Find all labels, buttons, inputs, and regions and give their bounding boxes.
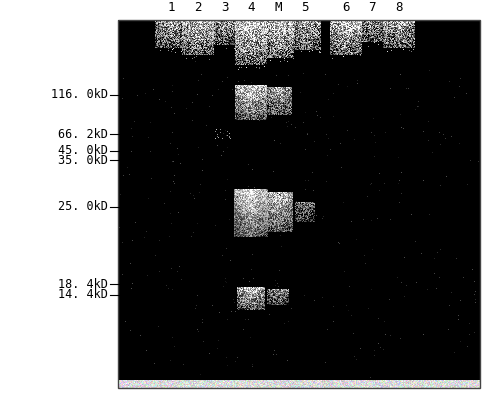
Text: 3: 3: [221, 1, 229, 14]
Text: 1: 1: [167, 1, 175, 14]
Text: 35. 0kD: 35. 0kD: [58, 154, 108, 166]
Text: 66. 2kD: 66. 2kD: [58, 128, 108, 140]
Text: 6: 6: [342, 1, 350, 14]
Bar: [118, 20, 480, 388]
Text: 25. 0kD: 25. 0kD: [58, 200, 108, 214]
Text: 4: 4: [247, 1, 255, 14]
Text: 8: 8: [395, 1, 403, 14]
Text: 14. 4kD: 14. 4kD: [58, 288, 108, 302]
Text: 116. 0kD: 116. 0kD: [51, 88, 108, 102]
Text: 5: 5: [301, 1, 309, 14]
Text: 18. 4kD: 18. 4kD: [58, 278, 108, 290]
Text: 45. 0kD: 45. 0kD: [58, 144, 108, 158]
Text: M: M: [274, 1, 282, 14]
Text: 2: 2: [194, 1, 202, 14]
Text: 7: 7: [368, 1, 376, 14]
